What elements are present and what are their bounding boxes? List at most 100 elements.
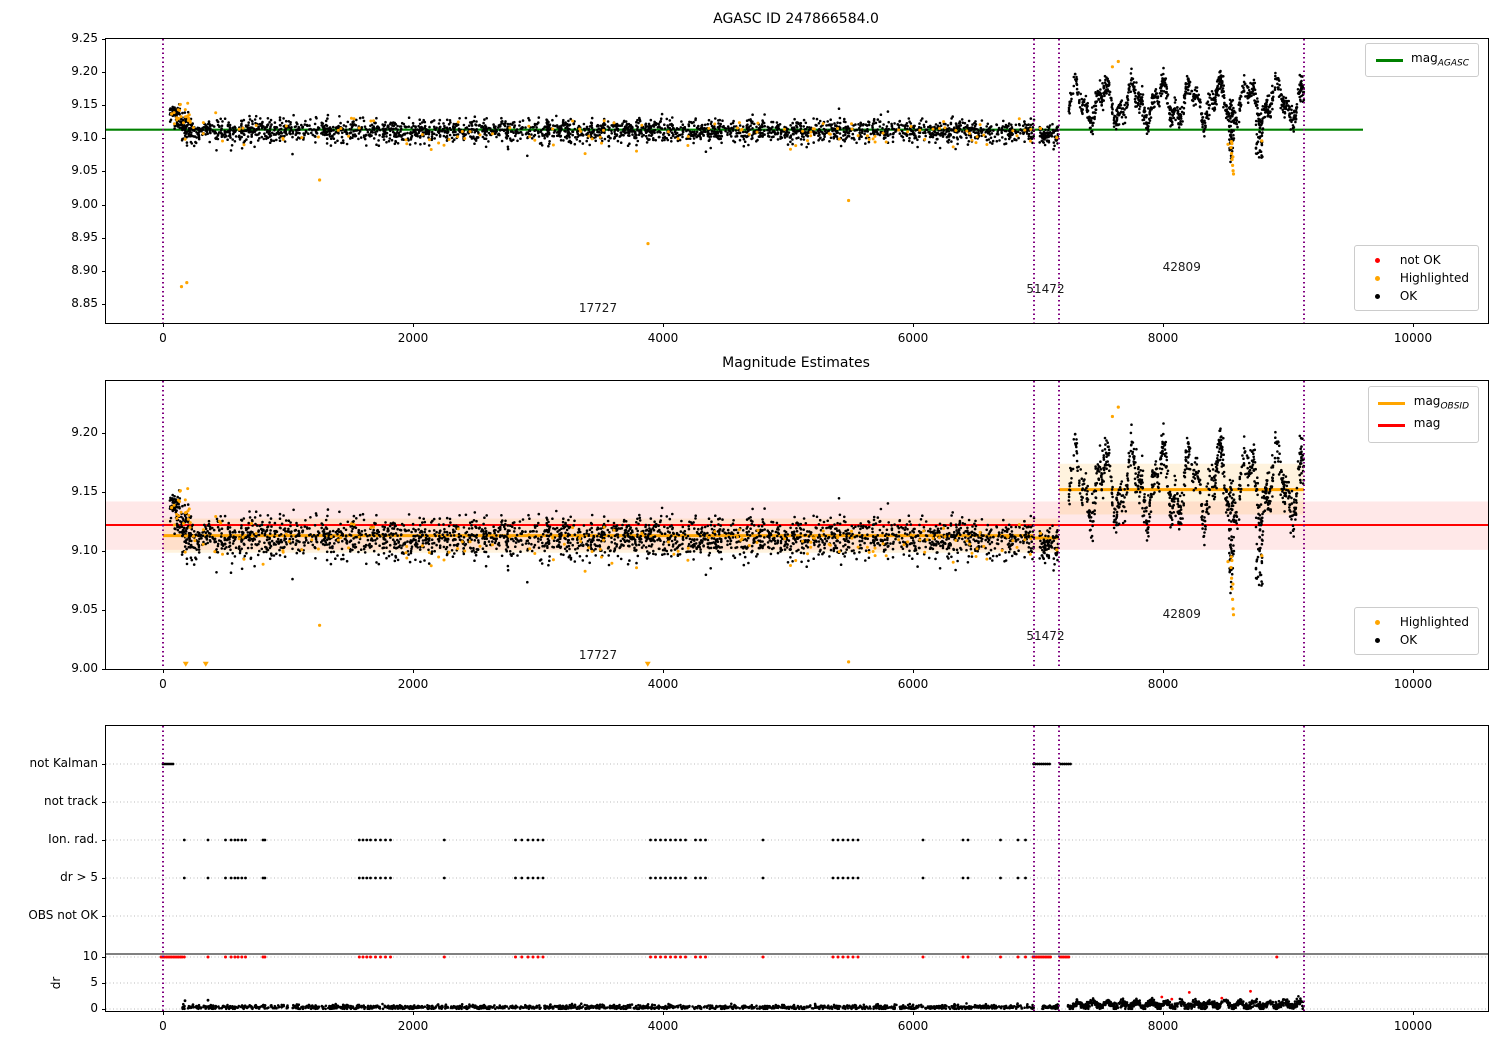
tick-mark (163, 669, 164, 673)
x-tick-label: 6000 (897, 331, 929, 345)
tick-mark (1413, 669, 1414, 673)
y-tick-label: 9.20 (71, 425, 98, 440)
tick-mark (102, 270, 106, 272)
x-tick-label: 4000 (647, 677, 679, 691)
x-tick-label: 0 (159, 331, 167, 345)
red-dot-swatch (1375, 257, 1381, 263)
tick-mark (413, 1011, 414, 1015)
tick-mark (1163, 669, 1164, 673)
flag-points (159, 762, 1305, 1011)
legend-swatch-wrap (1378, 401, 1406, 405)
tick-mark (102, 802, 106, 803)
tick-mark (102, 878, 106, 879)
tick-mark (1163, 323, 1164, 327)
x-tick-label: 8000 (1147, 331, 1179, 345)
category-label: not Kalman (29, 756, 98, 770)
tick-mark (1413, 323, 1414, 327)
legend-swatch-wrap (1378, 424, 1406, 428)
x-tick-label: 10000 (1393, 677, 1433, 691)
tick-mark (102, 433, 106, 435)
dr-axis-label: dr (49, 976, 63, 990)
legend-label-mag-obsid: magOBSID (1413, 394, 1469, 412)
legend-swatch-wrap (1364, 619, 1392, 625)
plot-flags-dr: dr not Kalman not track Ion. rad. dr > 5 OBS… (28, 725, 1489, 1033)
tick-mark (102, 138, 106, 140)
legend-label-mag-agasc: magAGASC (1411, 51, 1469, 69)
legend-point-status-2: Highlighted OK (1353, 607, 1479, 655)
scatter-points (168, 59, 1306, 289)
legend-label-not-ok: not OK (1399, 253, 1441, 267)
x-tick-label: 10000 (1393, 331, 1433, 345)
category-label: Ion. rad. (48, 832, 98, 846)
plot-mag-agasc: magAGASC not OK Highlighted OK 0 2000 4000… (71, 31, 1489, 345)
x-tick-label: 6000 (897, 677, 929, 691)
y-tick-label: 8.90 (71, 262, 98, 277)
x-tick-label: 8000 (1147, 1019, 1179, 1033)
red-line-swatch (1378, 424, 1406, 428)
y-tick-label: 9.05 (71, 163, 98, 178)
plot3-canvas (106, 726, 1488, 1011)
legend-swatch-wrap (1364, 293, 1392, 299)
tick-mark (663, 1011, 664, 1015)
tick-mark (413, 669, 414, 673)
scatter-points (168, 405, 1306, 664)
legend-swatch-wrap (1364, 257, 1392, 263)
tick-mark (663, 323, 664, 327)
x-tick-label: 2000 (397, 331, 429, 345)
tick-mark (102, 171, 106, 173)
legend-label-highlighted: Highlighted (1399, 615, 1469, 629)
tick-mark (102, 72, 106, 74)
legend-point-status: not OK Highlighted OK (1353, 245, 1479, 311)
tick-mark (102, 105, 106, 107)
legend-mag-agasc: magAGASC (1365, 43, 1479, 78)
tick-mark (102, 303, 106, 305)
tick-mark (102, 610, 106, 611)
tick-mark (102, 39, 106, 40)
plot-magnitude-estimates: magOBSID mag Highlighted OK 0 2000 4000 600… (71, 380, 1489, 691)
plot1-canvas (106, 39, 1363, 323)
orange-line-swatch (1378, 401, 1406, 405)
plot2-title: Magnitude Estimates (722, 355, 870, 371)
y-tick-label: 9.10 (71, 543, 98, 557)
legend-label-mag: mag (1413, 416, 1441, 431)
tick-mark (102, 764, 106, 765)
tick-mark (163, 1011, 164, 1015)
category-label: OBS not OK (28, 908, 98, 922)
tick-mark (913, 669, 914, 673)
y-tick-label: 8.95 (71, 229, 98, 244)
orange-dot-swatch (1375, 275, 1381, 281)
legend-label-ok: OK (1399, 289, 1418, 303)
tick-mark (163, 323, 164, 327)
tick-mark (102, 551, 106, 552)
tick-mark (102, 669, 106, 670)
tick-mark (913, 323, 914, 327)
annotation-obsid: 42809 (1162, 606, 1201, 621)
x-tick-label: 0 (159, 677, 167, 691)
legend-item-highlighted: Highlighted (1364, 613, 1469, 631)
tick-mark (102, 840, 106, 841)
y-tick-label: 9.05 (71, 602, 98, 616)
tick-mark (1163, 1011, 1164, 1015)
legend-swatch-wrap (1375, 58, 1403, 62)
tick-mark (913, 1011, 914, 1015)
tick-mark (102, 983, 106, 984)
annotation-obsid: 17727 (578, 301, 618, 316)
y-tick-label: 9.00 (71, 196, 98, 211)
legend-item-ok: OK (1364, 287, 1469, 305)
x-tick-label: 2000 (397, 677, 429, 691)
category-label: not track (43, 794, 98, 808)
y-tick-label: 9.00 (71, 661, 98, 675)
plot2-canvas (106, 381, 1488, 669)
x-tick-label: 8000 (1147, 677, 1179, 691)
legend-label-ok: OK (1399, 633, 1418, 647)
black-dot-swatch (1375, 637, 1381, 643)
legend-item-ok: OK (1364, 631, 1469, 649)
dr-tick-label: 10 (82, 949, 98, 963)
x-tick-label: 4000 (647, 331, 679, 345)
y-tick-label: 9.25 (71, 31, 98, 45)
tick-mark (102, 204, 106, 206)
dr-tick-label: 5 (90, 975, 98, 989)
legend-item-mag: mag (1378, 414, 1469, 436)
legend-swatch-wrap (1364, 275, 1392, 281)
y-tick-label: 9.15 (71, 97, 98, 112)
